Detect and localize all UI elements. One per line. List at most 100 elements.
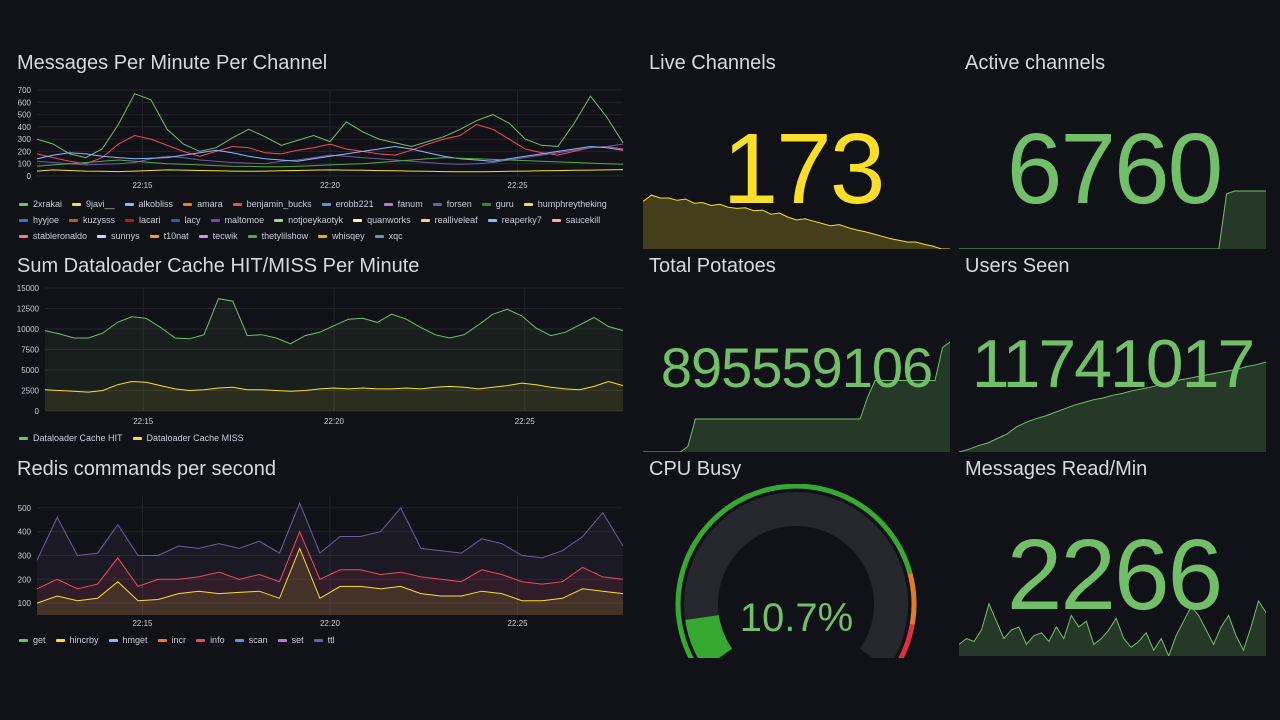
- messages-read-value: 2266: [1006, 519, 1223, 631]
- x-tick-label: 22:15: [132, 619, 153, 628]
- gauge-track: [684, 491, 908, 658]
- legend-swatch: [210, 219, 220, 223]
- legend-item[interactable]: t10nat: [149, 228, 189, 244]
- legend-swatch: [72, 203, 82, 207]
- legend-item[interactable]: maltomoe: [210, 212, 264, 228]
- live-channels-value: 173: [722, 113, 886, 225]
- legend-item[interactable]: quanworks: [353, 212, 411, 228]
- y-tick-label: 300: [18, 135, 32, 144]
- legend-item[interactable]: incr: [157, 632, 186, 648]
- legend-swatch: [69, 219, 79, 223]
- active-channels-title: Active channels: [965, 52, 1106, 74]
- messages-panel-title: Messages Per Minute Per Channel: [17, 52, 328, 74]
- legend-swatch: [132, 437, 142, 441]
- cpu-busy-title: CPU Busy: [649, 458, 742, 480]
- legend-item[interactable]: humphreytheking: [523, 196, 607, 212]
- legend-item[interactable]: tecwik: [198, 228, 238, 244]
- legend-item[interactable]: hmget: [108, 632, 148, 648]
- legend-label: whisqey: [332, 231, 365, 241]
- legend-item[interactable]: info: [196, 632, 225, 648]
- legend-swatch: [124, 203, 134, 207]
- messages-read-panel: Messages Read/Min 2266: [959, 458, 1266, 658]
- y-tick-label: 700: [18, 86, 32, 95]
- messages-read-title: Messages Read/Min: [965, 458, 1148, 480]
- redis-panel-title: Redis commands per second: [17, 458, 277, 480]
- legend-label: t10nat: [163, 231, 189, 241]
- legend-item[interactable]: alkobliss: [124, 196, 174, 212]
- legend-swatch: [108, 639, 118, 643]
- legend-item[interactable]: thetylilshow: [247, 228, 308, 244]
- legend-item[interactable]: Dataloader Cache MISS: [132, 430, 244, 446]
- total-potatoes-title: Total Potatoes: [649, 255, 776, 277]
- legend-item[interactable]: 2xrakai: [19, 196, 62, 212]
- legend-label: erobb221: [335, 199, 374, 209]
- legend-label: fanum: [397, 199, 423, 209]
- legend-item[interactable]: kuzysss: [69, 212, 115, 228]
- legend-item[interactable]: scan: [234, 632, 268, 648]
- legend-item[interactable]: ttl: [313, 632, 335, 648]
- legend-swatch: [232, 203, 242, 207]
- legend-label: alkobliss: [138, 199, 174, 209]
- legend-item[interactable]: set: [277, 632, 304, 648]
- y-tick-label: 200: [18, 575, 32, 584]
- series-line: [44, 298, 624, 345]
- legend-item[interactable]: notjoeykaotyk: [274, 212, 343, 228]
- series-line: [36, 145, 624, 162]
- live-channels-sparkline: [643, 194, 950, 249]
- users-seen-sparkline: [959, 361, 1266, 452]
- gauge-value-arc: [685, 614, 733, 658]
- legend-item[interactable]: amara: [183, 196, 223, 212]
- y-tick-label: 500: [18, 111, 32, 120]
- y-tick-label: 7500: [21, 346, 39, 355]
- legend-item[interactable]: whisqey: [318, 228, 365, 244]
- legend-item[interactable]: Dataloader Cache HIT: [19, 430, 123, 446]
- y-tick-label: 5000: [21, 366, 39, 375]
- legend-item[interactable]: fanum: [383, 196, 423, 212]
- series-area: [37, 503, 623, 615]
- legend-item[interactable]: lacy: [170, 212, 201, 228]
- dataloader-chart[interactable]: 15000 12500 10000 7500 5000 2500 0 22:15 22:20 22…: [17, 281, 629, 431]
- legend-swatch: [170, 219, 180, 223]
- x-tick-label: 22:20: [320, 619, 341, 628]
- legend-item[interactable]: guru: [481, 196, 514, 212]
- legend-item[interactable]: stableronaldo: [19, 228, 87, 244]
- legend-item[interactable]: lacari: [125, 212, 161, 228]
- legend-swatch: [274, 219, 284, 223]
- legend-item[interactable]: benjamin_bucks: [232, 196, 312, 212]
- legend-item[interactable]: sunnys: [97, 228, 140, 244]
- legend-swatch: [420, 219, 430, 223]
- total-potatoes-panel: Total Potatoes 895559106: [643, 255, 950, 452]
- redis-chart[interactable]: 500 400 300 200 100 22:15 22:20 22:25: [17, 488, 629, 633]
- legend-item[interactable]: forsen: [432, 196, 472, 212]
- legend-label: guru: [495, 199, 514, 209]
- users-seen-panel: Users Seen 11741017: [959, 255, 1266, 452]
- legend-label: reaperky7: [501, 215, 542, 225]
- messages-chart[interactable]: 700 600 500 400 300 200 100 0 22:15 22:20 22:25: [17, 84, 629, 190]
- legend-label: info: [210, 635, 225, 645]
- legend-item[interactable]: erobb221: [321, 196, 374, 212]
- legend-label: stableronaldo: [33, 231, 88, 241]
- legend-item[interactable]: realliveleaf: [420, 212, 478, 228]
- legend-label: get: [33, 635, 46, 645]
- series-area: [37, 531, 623, 615]
- legend-item[interactable]: hincrby: [55, 632, 99, 648]
- legend-swatch: [318, 235, 328, 239]
- legend-label: forsen: [446, 199, 472, 209]
- legend-swatch: [125, 219, 135, 223]
- dataloader-legend: Dataloader Cache HIT Dataloader Cache MIS…: [19, 430, 631, 446]
- x-tick-label: 22:20: [320, 181, 341, 190]
- legend-item[interactable]: saucekill: [551, 212, 600, 228]
- legend-label: humphreytheking: [537, 199, 607, 209]
- legend-item[interactable]: hyyjoe: [19, 212, 59, 228]
- legend-swatch: [353, 219, 363, 223]
- legend-item[interactable]: get: [19, 632, 46, 648]
- sparkline-area: [959, 600, 1266, 656]
- dataloader-panel: Sum Dataloader Cache HIT/MISS Per Minute…: [17, 255, 629, 450]
- legend-item[interactable]: 9javi__: [72, 196, 115, 212]
- legend-label: hmget: [122, 635, 148, 645]
- legend-swatch: [277, 639, 287, 643]
- legend-item[interactable]: reaperky7: [487, 212, 542, 228]
- legend-item[interactable]: xqc: [374, 228, 403, 244]
- gauge-threshold-red: [898, 624, 915, 658]
- x-tick-label: 22:25: [508, 181, 529, 190]
